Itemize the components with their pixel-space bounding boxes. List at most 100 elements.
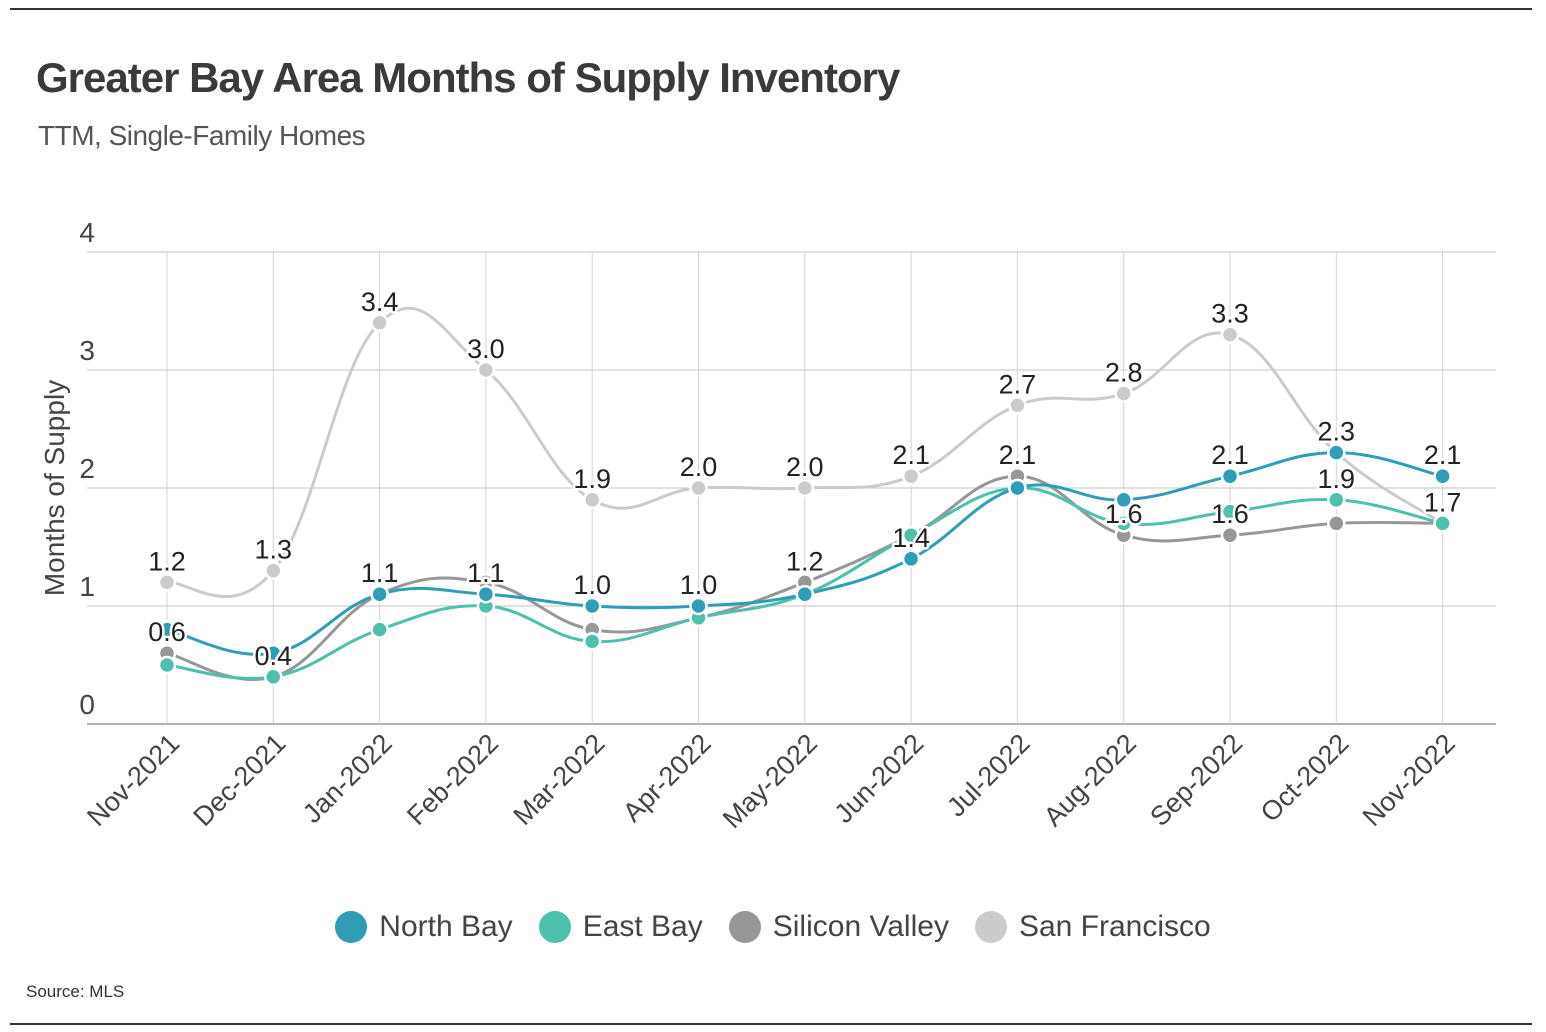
data-label: 3.4 — [361, 287, 399, 317]
y-tick-label: 4 — [79, 217, 95, 248]
data-label: 2.7 — [999, 369, 1037, 399]
legend-label: East Bay — [582, 910, 703, 943]
data-label: 0.4 — [255, 641, 293, 671]
data-label: 3.0 — [467, 334, 505, 364]
data-label: 1.6 — [1105, 499, 1143, 529]
legend: North Bay East Bay Silicon Valley San Franc… — [0, 910, 1546, 944]
data-point-north-bay — [901, 549, 921, 569]
data-label: 1.0 — [573, 570, 611, 600]
data-point-north-bay — [1008, 478, 1027, 498]
data-point-east-bay — [1220, 502, 1240, 521]
chart-title: Greater Bay Area Months of Supply Invent… — [36, 54, 900, 101]
data-label: 1.9 — [573, 464, 611, 494]
y-axis-title: Months of Supply — [39, 380, 70, 596]
data-point-san-francisco — [1114, 384, 1133, 403]
data-label: 1.2 — [148, 546, 186, 576]
data-point-east-bay — [1433, 514, 1452, 533]
data-point-san-francisco — [370, 313, 389, 333]
data-label: 2.1 — [892, 440, 930, 470]
data-point-san-francisco — [1008, 396, 1027, 415]
legend-item-east-bay: East Bay — [538, 910, 703, 944]
x-tick-label: Feb-2022 — [401, 728, 504, 831]
data-label: 2.8 — [1105, 358, 1143, 388]
data-label: 1.9 — [1318, 464, 1356, 494]
data-point-san-francisco — [689, 478, 708, 498]
data-point-north-bay — [1433, 466, 1452, 486]
data-point-north-bay — [689, 596, 708, 616]
data-label: 1.6 — [1211, 499, 1249, 529]
data-point-san-francisco — [476, 360, 496, 380]
x-tick-label: Sep-2022 — [1144, 728, 1248, 832]
legend-label: San Francisco — [1018, 910, 1211, 943]
data-point-east-bay — [582, 632, 602, 651]
y-tick-label: 2 — [79, 453, 95, 484]
legend-item-north-bay: North Bay — [335, 910, 513, 944]
data-point-san-francisco — [264, 561, 283, 580]
data-label: 2.1 — [999, 440, 1037, 470]
legend-swatch-silicon-valley — [728, 911, 761, 943]
data-point-east-bay — [1327, 490, 1346, 510]
legend-item-san-francisco: San Francisco — [974, 910, 1211, 944]
x-tick-label: Nov-2022 — [1357, 728, 1461, 832]
data-label: 1.0 — [680, 570, 718, 600]
chart-subtitle: TTM, Single-Family Homes — [38, 120, 366, 151]
data-label: 1.7 — [1424, 487, 1462, 517]
data-point-east-bay — [157, 655, 177, 675]
data-label: 1.1 — [467, 558, 505, 588]
data-labels: 1.2 1.3 3.4 3.0 1.9 2.0 2.0 2.1 2.7 2.8 3.3 2.3 2.1 0… — [146, 284, 1464, 673]
source-note: Source: MLS — [26, 982, 125, 1001]
y-tick-label: 1 — [79, 571, 95, 602]
x-tick-label: Nov-2021 — [81, 728, 185, 832]
x-tick-label: Apr-2022 — [617, 728, 717, 828]
legend-label: Silicon Valley — [772, 910, 949, 943]
y-tick-label: 3 — [79, 335, 95, 366]
data-label: 2.1 — [1211, 440, 1249, 470]
data-point-silicon-valley — [1220, 525, 1240, 545]
x-tick-label: Oct-2022 — [1255, 728, 1355, 828]
data-point-north-bay — [795, 584, 815, 604]
data-label: 2.0 — [680, 452, 718, 482]
data-label: 1.4 — [892, 523, 930, 553]
top-rule — [10, 8, 1532, 10]
data-point-east-bay — [1114, 514, 1133, 533]
legend-item-silicon-valley: Silicon Valley — [728, 910, 949, 944]
bottom-rule — [10, 1023, 1532, 1025]
legend-swatch-san-francisco — [974, 911, 1007, 943]
y-tick-label: 0 — [79, 689, 95, 720]
y-axis-ticks: 0 1 2 3 4 — [79, 217, 95, 720]
data-point-silicon-valley — [1327, 514, 1346, 533]
series-points — [157, 313, 1452, 687]
data-point-east-bay — [264, 667, 283, 687]
data-label: 1.3 — [255, 535, 293, 565]
x-tick-label: May-2022 — [717, 728, 823, 834]
legend-swatch-north-bay — [335, 911, 368, 943]
data-label: 3.3 — [1211, 299, 1249, 329]
x-tick-label: Jan-2022 — [297, 728, 398, 829]
data-point-north-bay — [370, 584, 389, 604]
legend-label: North Bay — [379, 910, 513, 943]
data-point-east-bay — [370, 620, 389, 639]
data-point-north-bay — [582, 596, 602, 616]
data-point-north-bay — [157, 620, 177, 639]
data-point-north-bay — [1114, 490, 1133, 510]
data-point-east-bay — [901, 525, 921, 545]
data-point-san-francisco — [582, 490, 602, 510]
data-point-san-francisco — [795, 478, 815, 498]
x-axis-ticks: Nov-2021 Dec-2021 Jan-2022 Feb-2022 Mar-2022… — [81, 728, 1461, 834]
data-point-san-francisco — [1220, 325, 1240, 344]
data-point-north-bay — [476, 584, 496, 604]
data-label: 0.6 — [148, 617, 186, 647]
data-label: 2.0 — [786, 452, 824, 482]
x-tick-label: Dec-2021 — [188, 728, 292, 832]
legend-swatch-east-bay — [538, 911, 571, 943]
data-point-north-bay — [264, 643, 283, 663]
x-tick-label: Jul-2022 — [941, 728, 1035, 822]
x-tick-label: Aug-2022 — [1038, 728, 1142, 832]
data-label: 2.3 — [1318, 417, 1356, 447]
data-point-san-francisco — [901, 466, 921, 486]
data-point-san-francisco — [157, 573, 177, 592]
data-label: 1.1 — [361, 558, 399, 588]
data-label: 2.1 — [1424, 440, 1462, 470]
data-point-north-bay — [1220, 466, 1240, 486]
